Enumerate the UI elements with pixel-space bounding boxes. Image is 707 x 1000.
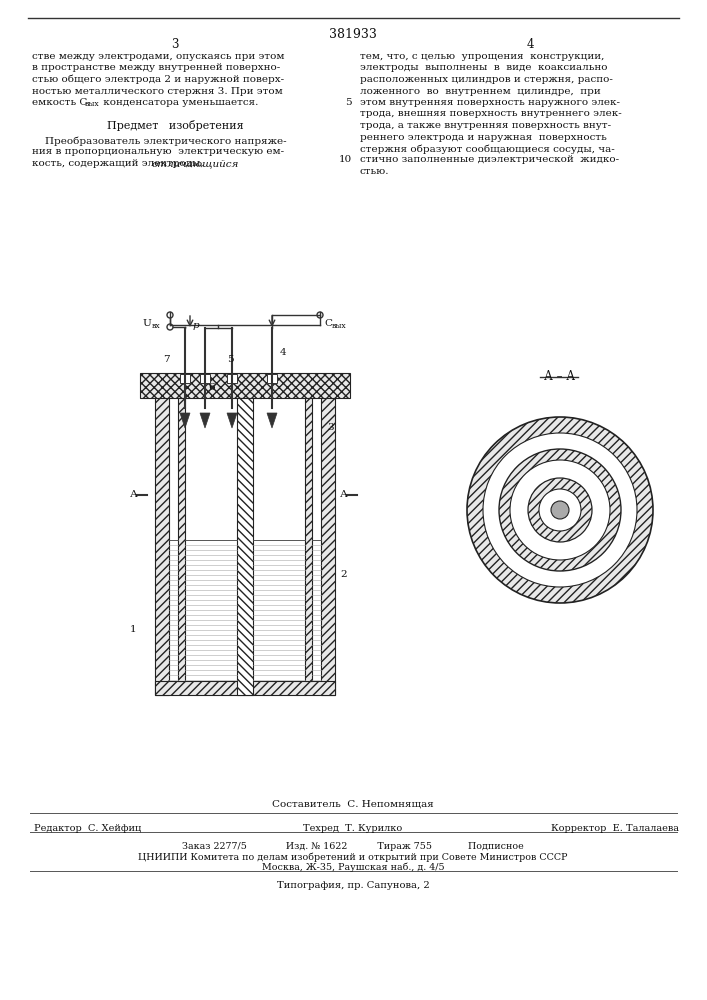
Text: ностью металлического стержня 3. При этом: ностью металлического стержня 3. При это… [32,87,283,96]
Text: в пространстве между внутренней поверхно-: в пространстве между внутренней поверхно… [32,64,280,73]
Text: стержня образуют сообщающиеся сосуды, ча-: стержня образуют сообщающиеся сосуды, ча… [360,144,615,153]
Text: тем, что, с целью  упрощения  конструкции,: тем, что, с целью упрощения конструкции, [360,52,604,61]
Text: стью общего электрода 2 и наружной поверх-: стью общего электрода 2 и наружной повер… [32,75,284,85]
Text: Составитель  С. Непомнящая: Составитель С. Непомнящая [272,800,434,809]
Polygon shape [200,413,210,428]
Text: 5: 5 [227,355,233,364]
Text: кость, содержащий электроды,: кость, содержащий электроды, [32,159,207,168]
Polygon shape [180,413,190,428]
Text: С: С [324,319,332,328]
Text: стично заполненные диэлектрической  жидко-: стично заполненные диэлектрической жидко… [360,155,619,164]
Polygon shape [180,374,190,383]
Text: Предмет   изобретения: Предмет изобретения [107,120,243,131]
Text: U: U [142,319,151,328]
Circle shape [539,489,581,531]
Text: 6: 6 [208,383,215,392]
Text: вх: вх [152,322,160,330]
Polygon shape [305,398,312,681]
Text: р: р [193,321,199,330]
Text: Корректор  Е. Талалаева: Корректор Е. Талалаева [551,824,679,833]
Text: 3: 3 [171,38,179,51]
Polygon shape [155,681,335,695]
Text: трода, а также внутренняя поверхность внут-: трода, а также внутренняя поверхность вн… [360,121,611,130]
Circle shape [483,433,637,587]
Text: стве между электродами, опускаясь при этом: стве между электродами, опускаясь при эт… [32,52,284,61]
Text: емкость С: емкость С [32,98,88,107]
Text: 4: 4 [280,348,286,357]
Circle shape [467,417,653,603]
Text: Типография, пр. Сапунова, 2: Типография, пр. Сапунова, 2 [276,881,429,890]
Text: Москва, Ж-35, Раушская наб., д. 4/5: Москва, Ж-35, Раушская наб., д. 4/5 [262,863,444,872]
Text: 10: 10 [339,155,352,164]
Text: А – А: А – А [544,370,575,383]
Text: 4: 4 [526,38,534,51]
Text: ния в пропорциональную  электрическую ем-: ния в пропорциональную электрическую ем- [32,147,284,156]
Polygon shape [227,413,237,428]
Text: Преобразователь электрического напряже-: Преобразователь электрического напряже- [32,136,286,145]
Text: ложенного  во  внутреннем  цилиндре,  при: ложенного во внутреннем цилиндре, при [360,87,601,96]
Text: реннего электрода и наружная  поверхность: реннего электрода и наружная поверхность [360,132,607,141]
Circle shape [317,312,323,318]
Text: 7: 7 [163,355,170,364]
Polygon shape [140,373,350,398]
Text: вых: вых [332,322,346,330]
Circle shape [167,312,173,318]
Circle shape [551,501,569,519]
Polygon shape [227,374,237,383]
Polygon shape [267,374,277,383]
Text: 3: 3 [327,423,334,432]
Polygon shape [155,385,169,695]
Text: отличающийся: отличающийся [151,159,239,168]
Text: стью.: стью. [360,167,390,176]
Text: расположенных цилиндров и стержня, распо-: расположенных цилиндров и стержня, распо… [360,75,613,84]
Text: трода, внешняя поверхность внутреннего элек-: трода, внешняя поверхность внутреннего э… [360,109,621,118]
Polygon shape [178,398,185,681]
Polygon shape [267,413,277,428]
Circle shape [167,324,173,330]
Text: 2: 2 [340,570,346,579]
Text: А: А [340,490,348,499]
Text: конденсатора уменьшается.: конденсатора уменьшается. [100,98,258,107]
Circle shape [499,449,621,571]
Text: 381933: 381933 [329,28,377,41]
Polygon shape [200,374,210,383]
Text: вых: вых [85,101,100,108]
Text: электроды  выполнены  в  виде  коаксиально: электроды выполнены в виде коаксиально [360,64,607,73]
Text: 5: 5 [346,98,352,107]
Polygon shape [321,385,335,695]
Circle shape [510,460,610,560]
Text: этом внутренняя поверхность наружного элек-: этом внутренняя поверхность наружного эл… [360,98,620,107]
Text: ЦНИИПИ Комитета по делам изобретений и открытий при Совете Министров СССР: ЦНИИПИ Комитета по делам изобретений и о… [139,853,568,862]
Text: Техред  Т. Курилко: Техред Т. Курилко [303,824,402,833]
Polygon shape [237,398,253,695]
Circle shape [528,478,592,542]
Text: Заказ 2277/5             Изд. № 1622          Тираж 755            Подписное: Заказ 2277/5 Изд. № 1622 Тираж 755 Подпи… [182,842,524,851]
Text: А: А [130,490,138,499]
Text: Редактор  С. Хейфиц: Редактор С. Хейфиц [35,824,141,833]
Text: 1: 1 [130,625,136,634]
